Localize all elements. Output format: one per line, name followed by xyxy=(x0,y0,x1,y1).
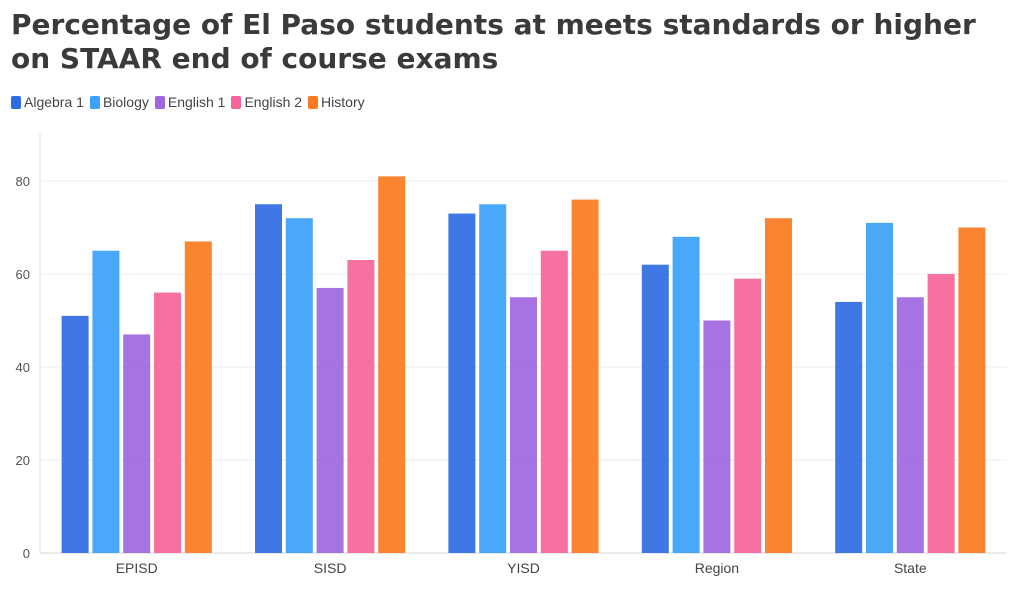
legend-item-biology[interactable]: Biology xyxy=(89,94,149,110)
chart-title: Percentage of El Paso students at meets … xyxy=(11,8,976,75)
bar-history-state xyxy=(958,227,986,553)
legend-swatch-english-1 xyxy=(154,95,165,109)
y-tick-label: 80 xyxy=(16,174,30,189)
x-tick-label-sisd: SISD xyxy=(314,560,347,576)
bar-history-episd xyxy=(184,241,212,553)
bar-algebra-1-region xyxy=(641,264,669,553)
bar-biology-episd xyxy=(92,250,120,553)
bar-algebra-1-episd xyxy=(61,315,89,553)
bar-english-2-episd xyxy=(154,292,181,553)
legend-swatch-history xyxy=(308,95,319,109)
legend-item-algebra-1[interactable]: Algebra 1 xyxy=(11,94,84,110)
legend-item-english-2[interactable]: English 2 xyxy=(231,94,302,110)
legend-swatch-english-2 xyxy=(231,95,242,109)
x-tick-label-yisd: YISD xyxy=(507,560,540,576)
bar-english-1-sisd xyxy=(316,287,344,553)
legend-item-history[interactable]: History xyxy=(308,94,365,110)
bar-algebra-1-state xyxy=(835,301,863,553)
y-tick-label: 20 xyxy=(16,453,30,468)
bar-english-2-region xyxy=(734,278,762,553)
bar-english-2-sisd xyxy=(347,260,375,553)
bar-english-1-region xyxy=(703,320,731,553)
bar-history-sisd xyxy=(378,176,406,553)
bar-history-region xyxy=(765,218,792,553)
legend-label-english-2: English 2 xyxy=(244,94,303,110)
bar-biology-region xyxy=(672,236,700,554)
legend-swatch-algebra-1 xyxy=(11,95,21,109)
legend-label-algebra-1: Algebra 1 xyxy=(24,94,84,110)
legend-label-biology: Biology xyxy=(102,94,149,110)
y-tick-label: 0 xyxy=(23,546,30,561)
legend-swatch-biology xyxy=(89,95,100,109)
bar-english-1-yisd xyxy=(510,297,537,553)
legend-item-english-1[interactable]: English 1 xyxy=(154,94,226,110)
bar-history-yisd xyxy=(571,199,599,553)
bar-algebra-1-sisd xyxy=(255,204,282,553)
x-tick-label-state: State xyxy=(894,560,927,576)
legend-label-history: History xyxy=(321,94,365,110)
y-tick-label: 60 xyxy=(16,267,30,282)
x-tick-label-region: Region xyxy=(695,560,739,576)
legend: Algebra 1 Biology English 1 English 2 Hi… xyxy=(11,92,371,112)
bar-biology-sisd xyxy=(285,218,313,553)
bar-algebra-1-yisd xyxy=(448,213,476,554)
y-tick-label: 40 xyxy=(16,360,30,375)
bar-english-2-state xyxy=(927,274,955,553)
x-tick-label-episd: EPISD xyxy=(116,560,158,576)
bar-english-1-state xyxy=(896,297,924,553)
legend-label-english-1: English 1 xyxy=(167,94,226,110)
bar-english-1-episd xyxy=(123,334,151,553)
bar-english-2-yisd xyxy=(540,250,568,553)
bar-biology-state xyxy=(866,222,893,553)
bar-biology-yisd xyxy=(479,204,507,553)
